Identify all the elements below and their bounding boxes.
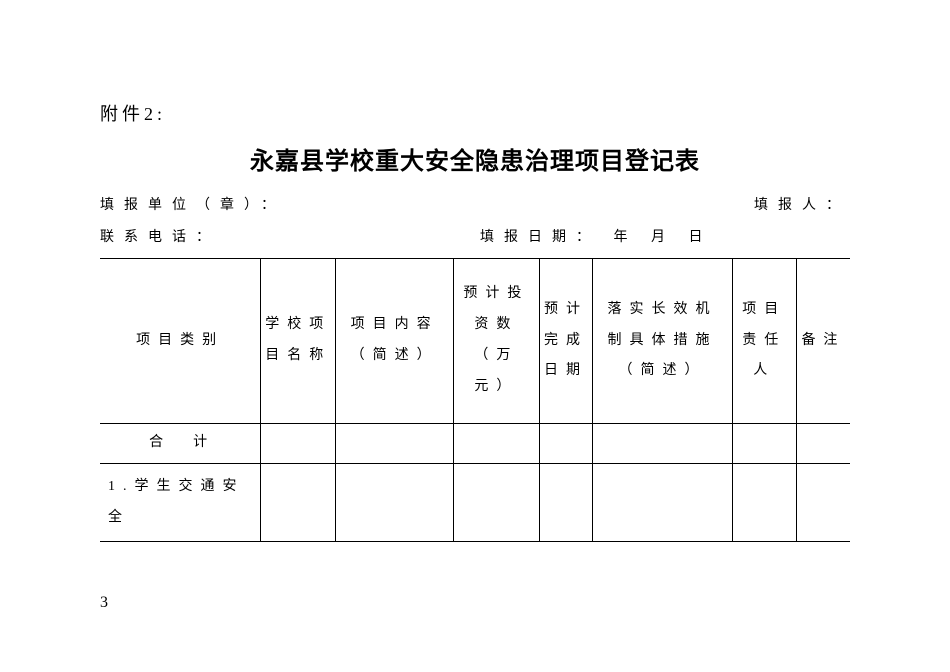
contact-phone-label: 联系电话： bbox=[100, 226, 220, 246]
header-school-project: 学校项目名称 bbox=[261, 259, 336, 424]
meta-row-2: 联系电话： 填报日期： 年 月 日 bbox=[100, 226, 850, 246]
table-row-total: 合计 bbox=[100, 424, 850, 464]
attachment-label: 附件2: bbox=[100, 100, 850, 126]
item1-remark bbox=[796, 463, 850, 542]
header-measures: 落实长效机制具体措施（简述） bbox=[593, 259, 732, 424]
month-label: 月 bbox=[651, 230, 675, 245]
header-content: 项目内容（简述） bbox=[336, 259, 454, 424]
item1-school-project bbox=[261, 463, 336, 542]
year-label: 年 bbox=[614, 230, 638, 245]
item1-completion-date bbox=[539, 463, 593, 542]
item1-content bbox=[336, 463, 454, 542]
registration-table: 项目类别 学校项目名称 项目内容（简述） 预计投资数（万元） 预计完成日期 落实… bbox=[100, 258, 850, 542]
table-header-row: 项目类别 学校项目名称 项目内容（简述） 预计投资数（万元） 预计完成日期 落实… bbox=[100, 259, 850, 424]
meta-row-1: 填报单位（章）： 填报人： bbox=[100, 194, 850, 214]
header-responsible-person: 项目责任人 bbox=[732, 259, 796, 424]
reporting-unit-label: 填报单位（章）： bbox=[100, 194, 754, 214]
header-completion-date: 预计完成日期 bbox=[539, 259, 593, 424]
header-remark: 备注 bbox=[796, 259, 850, 424]
total-school-project bbox=[261, 424, 336, 464]
day-label: 日 bbox=[689, 230, 713, 245]
item1-investment bbox=[454, 463, 540, 542]
total-completion-date bbox=[539, 424, 593, 464]
page-number: 3 bbox=[100, 594, 108, 612]
total-responsible-person bbox=[732, 424, 796, 464]
report-date-section: 填报日期： 年 月 日 bbox=[220, 226, 850, 246]
reporter-label: 填报人： bbox=[754, 194, 850, 214]
table-row-item-1: 1.学生交通安全 bbox=[100, 463, 850, 542]
total-investment bbox=[454, 424, 540, 464]
page-title: 永嘉县学校重大安全隐患治理项目登记表 bbox=[100, 141, 850, 176]
item1-label: 1.学生交通安全 bbox=[100, 463, 261, 542]
header-category: 项目类别 bbox=[100, 259, 261, 424]
total-label: 合计 bbox=[100, 424, 261, 464]
report-date-label: 填报日期： bbox=[480, 230, 600, 245]
total-measures bbox=[593, 424, 732, 464]
item1-responsible-person bbox=[732, 463, 796, 542]
item1-measures bbox=[593, 463, 732, 542]
header-investment: 预计投资数（万元） bbox=[454, 259, 540, 424]
total-remark bbox=[796, 424, 850, 464]
total-content bbox=[336, 424, 454, 464]
